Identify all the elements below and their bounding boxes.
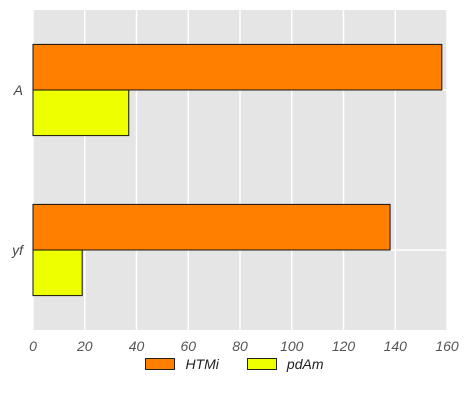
bar-pdam-a [32, 89, 130, 137]
x-tick-label: 60 [180, 338, 196, 354]
x-tick-label: 80 [232, 338, 248, 354]
x-tick-labels: 0 20 40 60 80 100 120 140 160 [29, 338, 459, 354]
legend-item-htmi: HTMi [145, 356, 219, 372]
x-tick-label: 160 [435, 338, 459, 354]
bar-htmi-a [32, 43, 443, 91]
legend-label: pdAm [286, 356, 324, 372]
x-tick-label: 120 [332, 338, 356, 354]
legend-label: HTMi [185, 356, 219, 372]
x-tick-label: 40 [129, 338, 145, 354]
legend: HTMi pdAm [0, 356, 469, 372]
category-labels: Ayf [11, 82, 25, 258]
x-tick-label: 140 [384, 338, 408, 354]
bar-htmi-yf [32, 203, 391, 251]
bar-pdam-yf [32, 249, 83, 297]
x-tick-label: 100 [280, 338, 304, 354]
legend-swatch [145, 358, 176, 370]
category-label: A [13, 82, 23, 98]
legend-item-pdam: pdAm [246, 356, 324, 372]
x-tick-label: 0 [29, 338, 37, 354]
category-label: yf [11, 242, 25, 258]
x-tick-label: 20 [76, 338, 93, 354]
legend-swatch [246, 358, 277, 370]
bars [32, 43, 443, 297]
